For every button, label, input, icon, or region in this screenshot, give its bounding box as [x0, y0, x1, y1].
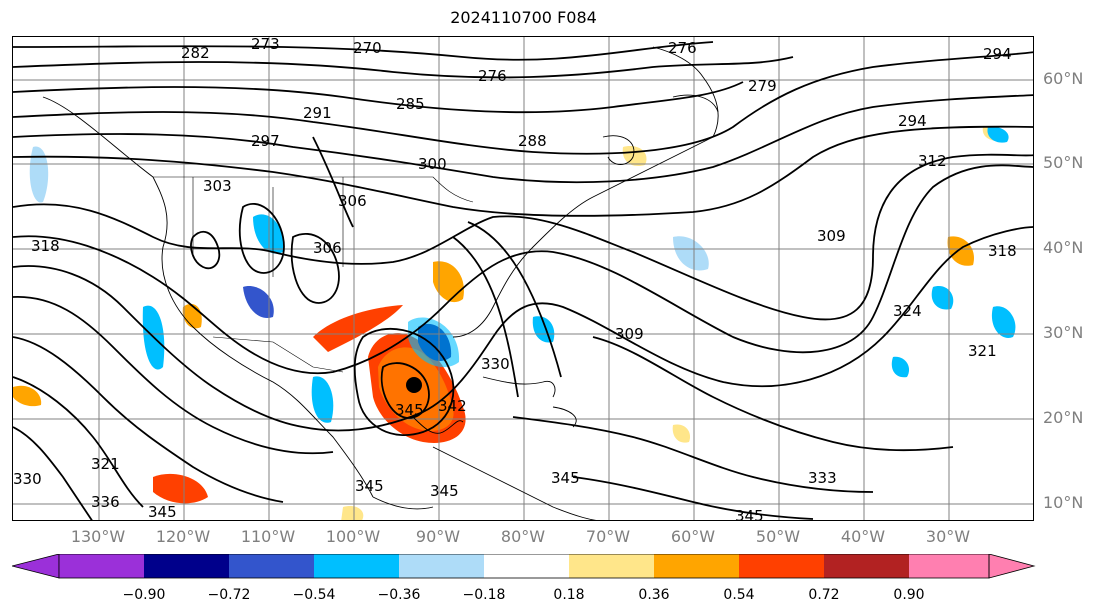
colorbar-segment	[399, 554, 484, 578]
contour-label: 285	[396, 95, 425, 113]
contour-label: 270	[353, 39, 382, 57]
contour-label: 294	[898, 112, 927, 130]
contour-label: 345	[355, 477, 384, 495]
lon-label: 110°W	[240, 527, 296, 546]
contour-label: 288	[518, 132, 547, 150]
lon-label: 80°W	[500, 527, 546, 546]
lat-label: 60°N	[1043, 69, 1084, 88]
contour-labels: 282 273 270 276 294 276 279 291 285 297 …	[13, 36, 1033, 521]
colorbar-segment	[909, 554, 989, 578]
contour-label: 309	[817, 227, 846, 245]
colorbar-segment	[824, 554, 909, 578]
contour-label: 300	[418, 155, 447, 173]
colorbar-tick: 0.54	[723, 587, 755, 603]
borders	[153, 176, 474, 373]
contour-label: 321	[91, 455, 120, 473]
chart-title: 2024110700 F084	[450, 8, 597, 27]
lon-label: 50°W	[755, 527, 801, 546]
contour-label: 345	[395, 401, 424, 419]
lat-label: 30°N	[1043, 323, 1084, 342]
lon-label: 100°W	[325, 527, 381, 546]
colorbar-segment	[739, 554, 824, 578]
lat-label: 20°N	[1043, 408, 1084, 427]
contour-label: 282	[181, 44, 210, 62]
contour-label: 273	[251, 36, 280, 53]
storm-center-marker	[406, 377, 422, 393]
contours	[13, 41, 1033, 520]
contour-label: 318	[988, 242, 1017, 260]
colorbar-tick: −0.72	[207, 587, 251, 603]
lon-label: 120°W	[155, 527, 211, 546]
lon-label: 90°W	[415, 527, 461, 546]
colorbar-segment	[484, 554, 569, 578]
colorbar-segment	[654, 554, 739, 578]
negative-shading	[29, 126, 1016, 423]
colorbar-segment	[314, 554, 399, 578]
contour-label: 297	[251, 132, 280, 150]
map-panel: 282 273 270 276 294 276 279 291 285 297 …	[12, 36, 1034, 521]
colorbar-tick: 0.18	[553, 587, 585, 603]
contour-label: 291	[303, 104, 332, 122]
contour-label: 321	[968, 342, 997, 360]
contour-label: 279	[748, 77, 777, 95]
lon-label: 30°W	[925, 527, 971, 546]
colorbar-extend-low	[12, 554, 60, 579]
colorbar-tick: −0.54	[292, 587, 336, 603]
contour-label: 276	[478, 67, 507, 85]
colorbar-tick: 0.90	[893, 587, 925, 603]
contour-label: 294	[983, 45, 1012, 63]
contour-label: 318	[31, 237, 60, 255]
colorbar-extend-high	[988, 554, 1036, 579]
lat-label: 40°N	[1043, 238, 1084, 257]
contour-label: 345	[430, 482, 459, 500]
contour-label: 345	[735, 507, 764, 521]
contour-label: 312	[918, 152, 947, 170]
colorbar-segment	[144, 554, 229, 578]
colorbar-tick: −0.90	[122, 587, 166, 603]
colorbar-tick: 0.36	[638, 587, 670, 603]
contour-label: 336	[91, 493, 120, 511]
contour-label: 303	[203, 177, 232, 195]
colorbar-segment	[569, 554, 654, 578]
lat-label: 50°N	[1043, 153, 1084, 172]
contour-label: 342	[438, 397, 467, 415]
contour-label: 345	[148, 503, 177, 521]
contour-label: 306	[313, 239, 342, 257]
positive-shading	[13, 126, 1005, 520]
map-canvas	[13, 37, 1033, 520]
lon-label: 70°W	[585, 527, 631, 546]
contour-label: 306	[338, 192, 367, 210]
contour-label: 309	[615, 325, 644, 343]
contour-label: 345	[551, 469, 580, 487]
colorbar	[12, 554, 1036, 579]
colorbar-segment	[59, 554, 144, 578]
contour-label: 330	[481, 355, 510, 373]
contour-label: 333	[808, 469, 837, 487]
contour-label: 276	[668, 39, 697, 57]
contour-label: 330	[13, 470, 42, 488]
lon-label: 40°W	[840, 527, 886, 546]
colorbar-tick: −0.36	[377, 587, 421, 603]
contour-label: 324	[893, 302, 922, 320]
lon-label: 130°W	[70, 527, 126, 546]
lon-label: 60°W	[670, 527, 716, 546]
colorbar-segment	[229, 554, 314, 578]
colorbar-tick: −0.18	[462, 587, 506, 603]
colorbar-tick: 0.72	[808, 587, 840, 603]
lat-label: 10°N	[1043, 493, 1084, 512]
